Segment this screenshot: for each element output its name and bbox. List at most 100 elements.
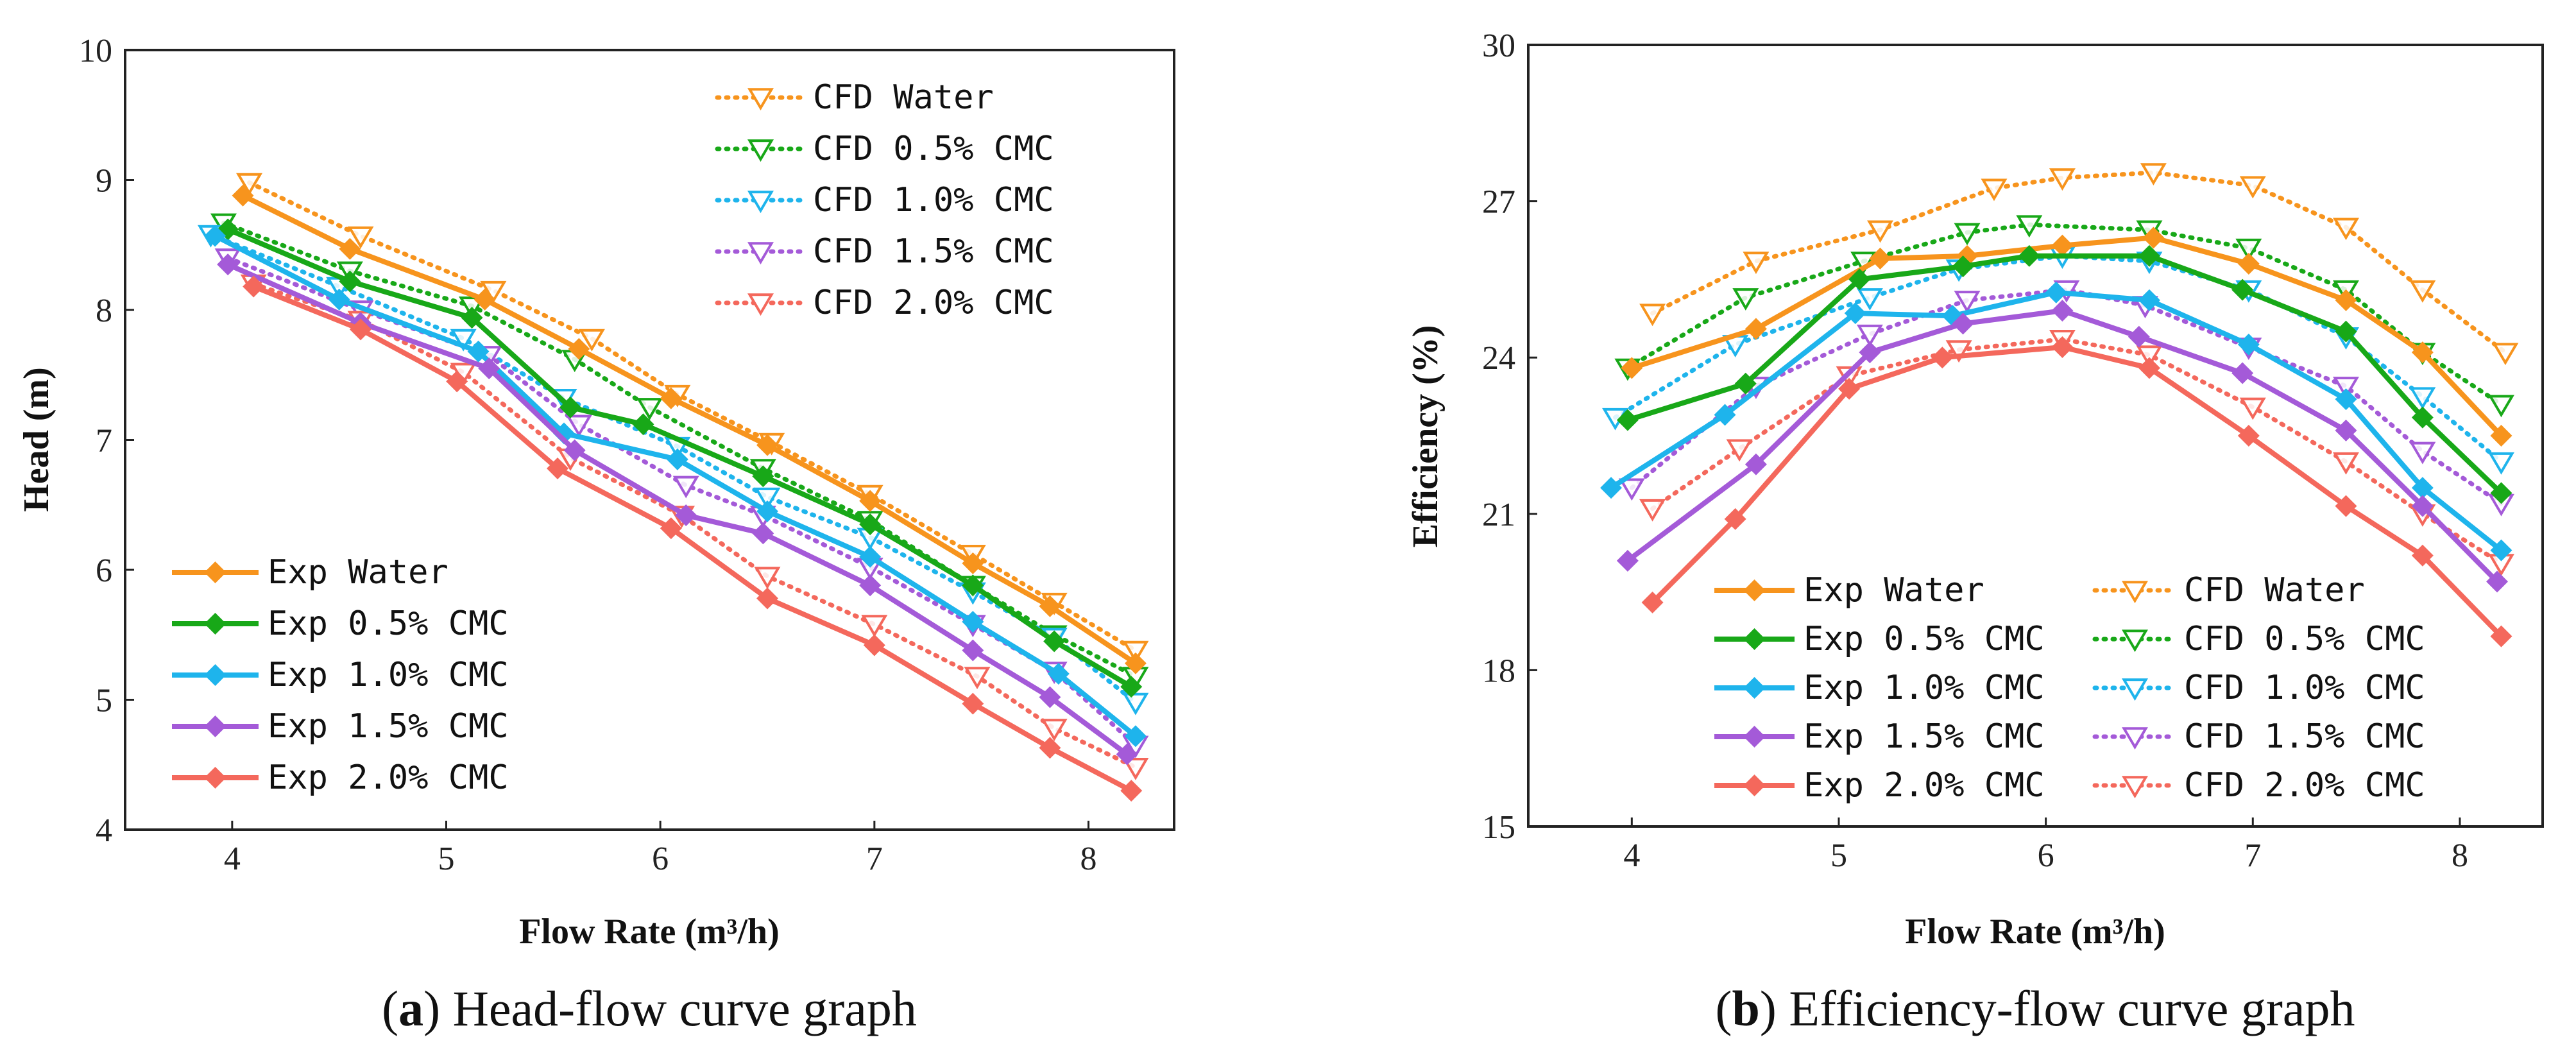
efficiency-legend-item-exp-1-5-cmc: Exp 1.5% CMC: [1714, 717, 2045, 756]
efficiency-y-tick-label: 30: [1482, 28, 1515, 64]
efficiency-point-cfd-1-5-cmc: [1954, 291, 1981, 313]
efficiency-point-cfd-1-0-cmc: [2487, 452, 2514, 475]
efficiency-point-cfd-2-0-cmc: [2332, 452, 2359, 475]
head-point-exp-water: [859, 490, 882, 512]
head-y-tick-label: 8: [96, 293, 112, 329]
head-point-exp-0-5-cmc: [339, 270, 361, 293]
efficiency-y-tick-label: 21: [1482, 497, 1515, 533]
efficiency-series-exp-0-5-cmc: [1616, 244, 2512, 504]
head-series-exp-0-5-cmc: [217, 218, 1143, 698]
efficiency-point-exp-0-5-cmc: [1734, 372, 1757, 395]
efficiency-legend-marker: [2122, 727, 2148, 750]
efficiency-point-exp-1-5-cmc: [1952, 312, 1974, 335]
efficiency-line-exp-2-0-cmc: [1650, 344, 2503, 638]
head-point-cfd-1-5-cmc: [672, 475, 699, 499]
efficiency-point-cfd-1-5-cmc: [2332, 377, 2359, 399]
efficiency-line-cfd-0-5-cmc: [1625, 222, 2503, 407]
head-legend-label: CFD 2.0% CMC: [813, 284, 1054, 322]
efficiency-line-cfd-2-0-cmc: [1650, 337, 2503, 566]
efficiency-point-exp-2-0-cmc: [1931, 347, 1954, 369]
head-caption: (a) Head-flow curve graph: [382, 980, 917, 1036]
efficiency-legend-item-cfd-1-0-cmc: CFD 1.0% CMC: [2092, 669, 2425, 707]
efficiency-point-exp-2-0-cmc: [2335, 495, 2357, 517]
efficiency-point-cfd-1-5-cmc: [2409, 441, 2436, 465]
efficiency-point-cfd-0-5-cmc: [1954, 223, 1981, 246]
head-legend-item-cfd-0-5-cmc: CFD 0.5% CMC: [715, 130, 1054, 168]
efficiency-point-cfd-2-0-cmc: [1639, 499, 1666, 522]
head-legend-label: CFD Water: [813, 78, 994, 117]
efficiency-point-exp-1-5-cmc: [2486, 570, 2509, 593]
efficiency-point-exp-water: [2237, 253, 2260, 275]
efficiency-series-exp-1-5-cmc: [1616, 300, 2509, 593]
head-point-exp-1-0-cmc: [859, 545, 882, 568]
head-y-tick-label: 9: [96, 163, 112, 200]
efficiency-point-exp-water: [2051, 234, 2074, 257]
head-legend-item-cfd-1-0-cmc: CFD 1.0% CMC: [715, 181, 1054, 219]
head-point-exp-water: [339, 237, 361, 260]
efficiency-legend-item-cfd-2-0-cmc: CFD 2.0% CMC: [2092, 766, 2425, 805]
head-legend-item-cfd-2-0-cmc: CFD 2.0% CMC: [715, 284, 1054, 322]
efficiency-legend-label: CFD 1.0% CMC: [2184, 669, 2425, 707]
head-panel-label: a: [398, 980, 423, 1036]
head-point-cfd-0-5-cmc: [636, 398, 663, 420]
head-legend-item-exp-2-0-cmc: Exp 2.0% CMC: [172, 758, 509, 797]
efficiency-series-cfd-water: [1639, 163, 2519, 366]
head-point-exp-1-0-cmc: [756, 500, 779, 522]
head-x-tick-label: 8: [1080, 841, 1097, 877]
efficiency-x-axis-title: Flow Rate (m³/h): [1905, 912, 2165, 952]
head-legend-exp: Exp Water Exp 0.5% CMC Exp 1.0% CMC Exp 1.5…: [172, 553, 509, 797]
head-point-exp-water: [473, 288, 496, 311]
efficiency-legend-item-cfd-0-5-cmc: CFD 0.5% CMC: [2092, 620, 2425, 658]
head-legend-item-exp-1-0-cmc: Exp 1.0% CMC: [172, 656, 509, 694]
efficiency-x-tick-label: 7: [2244, 837, 2261, 874]
efficiency-flow-panel: 4 5 6 7 8 15 18 21 24 27 30 Efficiency (%) Flow Ra…: [1406, 28, 2544, 1036]
efficiency-point-cfd-0-5-cmc: [2016, 215, 2043, 238]
head-series-exp-water: [232, 184, 1147, 674]
head-legend-marker: [747, 88, 774, 111]
efficiency-point-cfd-0-5-cmc: [2487, 395, 2514, 418]
efficiency-legend-item-cfd-1-5-cmc: CFD 1.5% CMC: [2092, 717, 2425, 756]
efficiency-line-cfd-water: [1650, 170, 2508, 355]
head-legend-item-cfd-1-5-cmc: CFD 1.5% CMC: [715, 232, 1054, 271]
efficiency-point-exp-water: [1744, 318, 1767, 340]
head-point-cfd-water: [578, 329, 605, 352]
efficiency-point-exp-2-0-cmc: [2237, 425, 2260, 447]
efficiency-legend-label: CFD 1.5% CMC: [2184, 717, 2425, 756]
efficiency-point-exp-0-5-cmc: [1616, 409, 1639, 431]
head-y-tick-label: 10: [79, 33, 112, 69]
head-caption-text: Head-flow curve graph: [453, 980, 917, 1036]
head-y-tick-label: 4: [96, 812, 112, 849]
head-point-cfd-1-0-cmc: [754, 487, 781, 510]
head-point-exp-2-0-cmc: [547, 458, 569, 480]
head-point-exp-water: [1124, 652, 1147, 674]
head-point-cfd-2-0-cmc: [1122, 758, 1149, 780]
head-point-cfd-1-5-cmc: [565, 415, 592, 438]
efficiency-point-exp-water: [2335, 289, 2357, 311]
efficiency-point-exp-1-0-cmc: [2045, 281, 2067, 304]
efficiency-y-tick-label: 15: [1482, 809, 1515, 846]
efficiency-point-exp-0-5-cmc: [2018, 244, 2040, 267]
efficiency-point-exp-water: [1621, 357, 1643, 379]
head-legend-marker: [747, 191, 774, 214]
efficiency-point-cfd-1-0-cmc: [2409, 387, 2436, 410]
efficiency-point-exp-1-5-cmc: [2051, 300, 2074, 322]
head-line-cfd-0-5-cmc: [221, 220, 1138, 679]
head-x-tick-label: 7: [866, 841, 883, 877]
efficiency-legend-marker: [1743, 628, 1766, 650]
efficiency-point-exp-1-0-cmc: [2237, 333, 2260, 355]
efficiency-legend-label: Exp Water: [1804, 571, 1984, 610]
efficiency-point-exp-1-5-cmc: [1744, 453, 1767, 475]
head-point-exp-1-5-cmc: [675, 504, 697, 526]
efficiency-point-exp-1-5-cmc: [1859, 341, 1881, 364]
head-series: [197, 173, 1149, 802]
efficiency-legend-label: Exp 1.0% CMC: [1804, 669, 2045, 707]
efficiency-legend-label: CFD 0.5% CMC: [2184, 620, 2425, 658]
efficiency-point-cfd-water: [1639, 304, 1666, 327]
head-plot-frame: [124, 49, 1175, 831]
efficiency-point-cfd-water: [2239, 176, 2266, 199]
efficiency-legend-label: Exp 0.5% CMC: [1804, 620, 2045, 658]
efficiency-point-exp-water: [1869, 247, 1891, 270]
efficiency-point-cfd-1-5-cmc: [1856, 324, 1883, 347]
efficiency-legend-label: Exp 2.0% CMC: [1804, 766, 2045, 805]
head-point-exp-0-5-cmc: [461, 307, 483, 329]
